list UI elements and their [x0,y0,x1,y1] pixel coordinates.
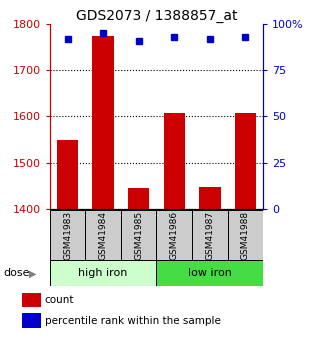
Bar [92,36,114,209]
Bar [199,187,221,209]
Text: dose: dose [3,268,30,278]
Bar [50,210,85,260]
Text: GSM41988: GSM41988 [241,211,250,260]
Text: low iron: low iron [188,268,232,278]
Bar [235,113,256,209]
Bar [22,313,41,328]
Bar [156,260,263,286]
Bar [85,210,121,260]
Text: ▶: ▶ [29,268,36,278]
Text: GSM41986: GSM41986 [170,211,179,260]
Bar [22,293,41,307]
Text: GSM41984: GSM41984 [99,211,108,260]
Bar [164,113,185,209]
Text: GSM41983: GSM41983 [63,211,72,260]
Text: percentile rank within the sample: percentile rank within the sample [45,316,221,326]
Text: GSM41985: GSM41985 [134,211,143,260]
Text: high iron: high iron [78,268,128,278]
Bar [50,260,157,286]
Text: GSM41987: GSM41987 [205,211,214,260]
Bar [192,210,228,260]
Bar [228,210,263,260]
Bar [121,210,156,260]
Text: count: count [45,295,74,305]
Bar [156,210,192,260]
Bar [128,188,149,209]
Title: GDS2073 / 1388857_at: GDS2073 / 1388857_at [76,9,237,23]
Bar [57,139,78,209]
